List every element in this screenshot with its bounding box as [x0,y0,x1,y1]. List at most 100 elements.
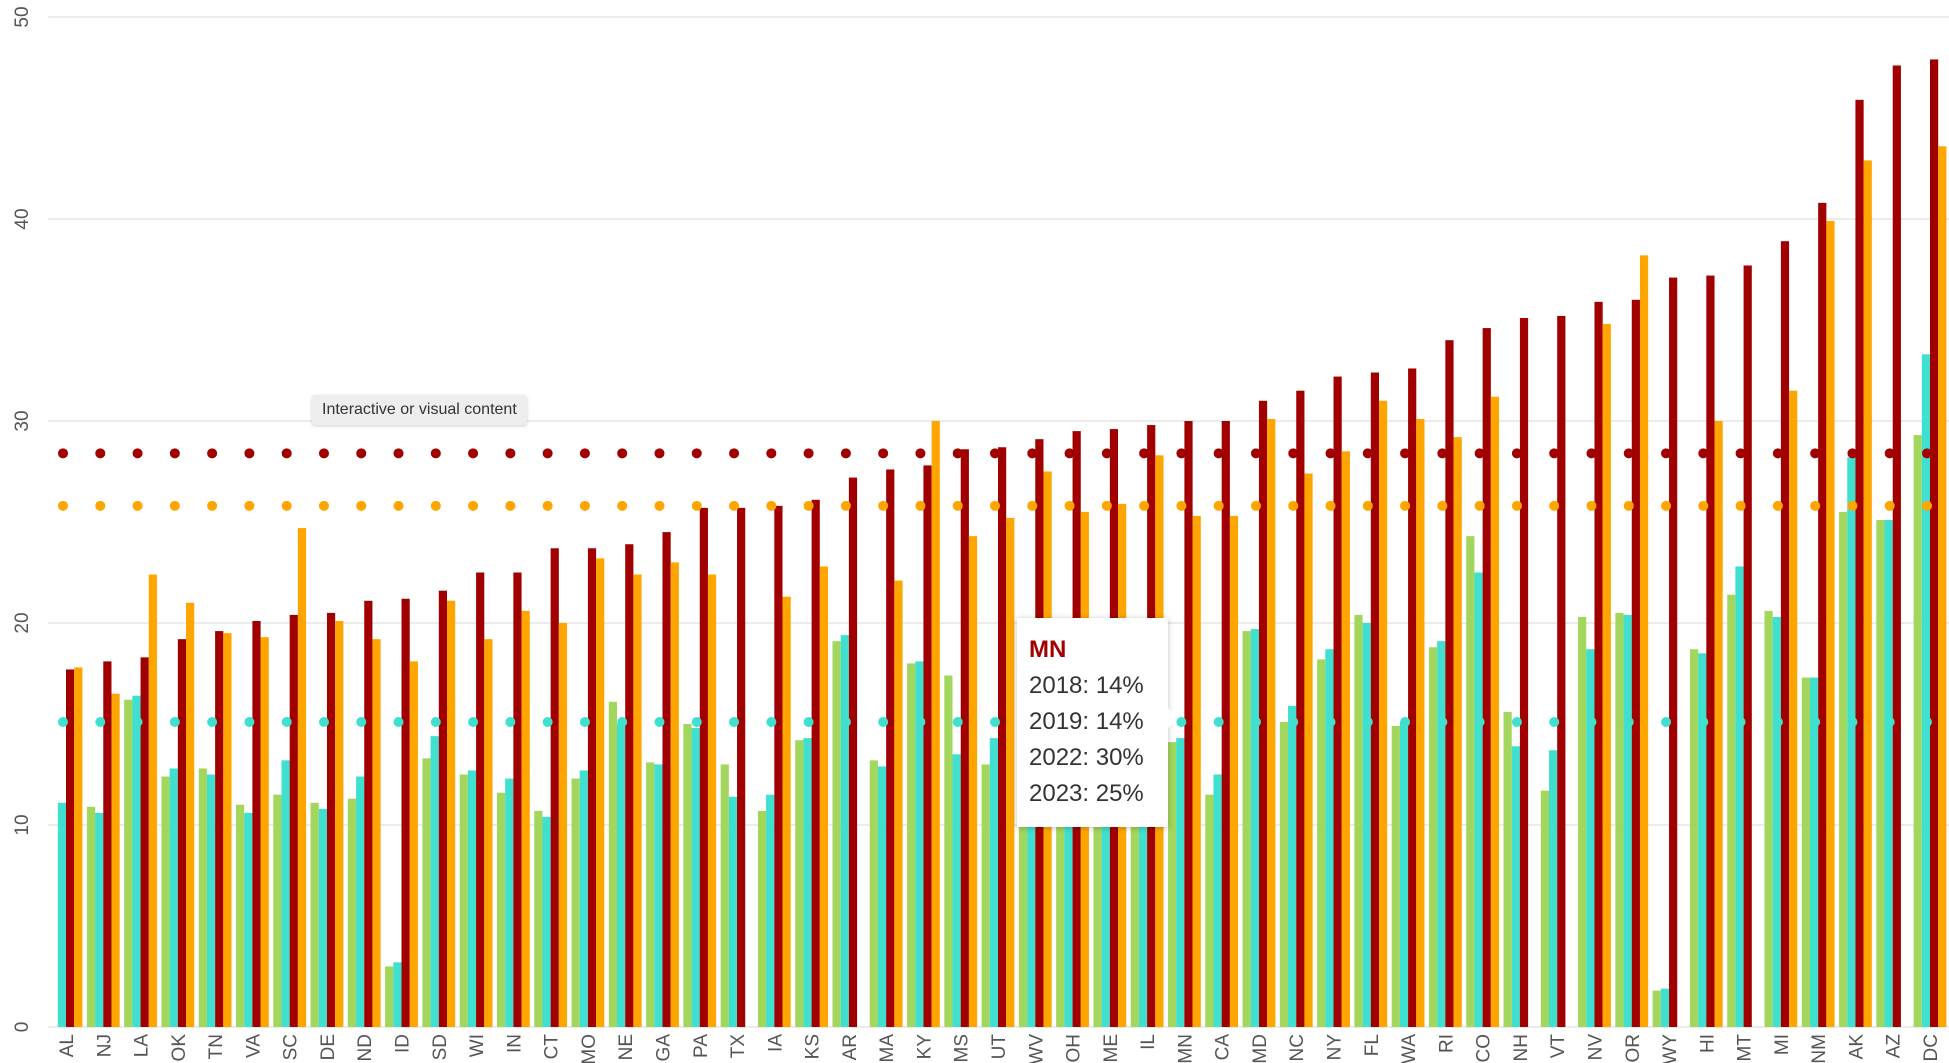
average-dot [356,448,367,459]
average-dot [766,448,777,459]
bar [869,760,878,1027]
bar [447,600,456,1027]
bar [347,798,357,1027]
average-dot [1884,716,1895,727]
average-dot [244,448,255,459]
bar [1391,726,1400,1027]
bar [1714,421,1723,1027]
y-tick-label: 30 [12,410,33,431]
average-dot [505,500,516,511]
average-dot [1213,448,1224,459]
bar [819,566,828,1027]
average-dot [1586,500,1597,511]
bar [1689,649,1699,1027]
y-tick-label: 10 [12,814,33,835]
bar [1176,738,1185,1027]
bar [1789,390,1798,1027]
bar [608,701,617,1027]
average-dot [468,500,479,511]
bar [335,620,344,1027]
bar [1258,400,1268,1027]
average-dot [1549,500,1560,511]
average-dot [1922,448,1932,459]
bar [1279,721,1289,1027]
bar [596,558,605,1027]
bar [1511,746,1520,1027]
x-tick-label: AZ [1884,1034,1905,1059]
average-dot [654,716,665,727]
bar [1839,511,1848,1027]
bar [1399,721,1409,1027]
bar [422,758,431,1027]
average-dot [766,500,777,511]
average-dot [1101,500,1112,511]
average-dot [952,716,963,727]
average-dot [1698,716,1709,727]
average-dot [356,500,367,511]
bar [699,507,708,1027]
tooltip-line: 2023: 25% [1029,780,1144,807]
tooltip-title: MN [1029,636,1067,663]
bar [1379,400,1388,1027]
bar [1056,744,1065,1027]
average-dot [1847,500,1858,511]
bar [95,812,104,1027]
x-tick-label: AL [57,1034,78,1057]
bar [1660,988,1670,1027]
bar [1408,368,1417,1028]
average-dot [318,716,329,727]
average-dot [1437,448,1448,459]
average-dot [840,716,851,727]
x-tick-label: LA [132,1034,153,1058]
average-dot [1623,500,1634,511]
bar [1138,744,1148,1027]
average-dot [207,448,218,459]
average-dot [878,448,889,459]
average-dot [132,448,143,459]
average-dot [1213,500,1224,511]
x-tick-label: KY [914,1034,935,1060]
bar [633,574,642,1027]
average-dot [1735,500,1746,511]
average-dot [430,716,441,727]
bar [1578,616,1587,1027]
bar [670,562,679,1027]
average-dot [281,448,292,459]
average-dot [132,716,143,727]
average-dot [803,716,814,727]
bar [886,469,895,1028]
bar [907,663,916,1027]
bar [1130,754,1139,1027]
average-dot [840,448,851,459]
bar [1892,65,1901,1028]
bar [177,639,187,1027]
average-dot [1027,500,1038,511]
average-dot [1772,448,1783,459]
bar [496,792,506,1027]
x-tick-label: CT [542,1034,563,1060]
bar [989,738,998,1027]
average-dot [207,500,218,511]
bar [476,572,485,1027]
bar [244,812,253,1027]
bar [1006,517,1015,1027]
bar [409,661,418,1027]
average-dot [803,500,814,511]
y-tick-label: 50 [12,6,33,27]
average-dot [1176,448,1187,459]
bar [513,572,522,1027]
average-dot [952,500,963,511]
bar [960,449,969,1027]
bar [1168,742,1177,1027]
average-dot [1772,716,1783,727]
bar [1503,711,1512,1027]
bar [1921,354,1930,1028]
average-dot [207,716,218,727]
average-dot [579,448,590,459]
average-dot [318,448,329,459]
x-tick-label: IL [1138,1034,1159,1050]
bar [124,699,133,1027]
x-tick-label: IA [765,1034,786,1052]
average-dot [1288,500,1299,511]
bar [1445,340,1454,1027]
